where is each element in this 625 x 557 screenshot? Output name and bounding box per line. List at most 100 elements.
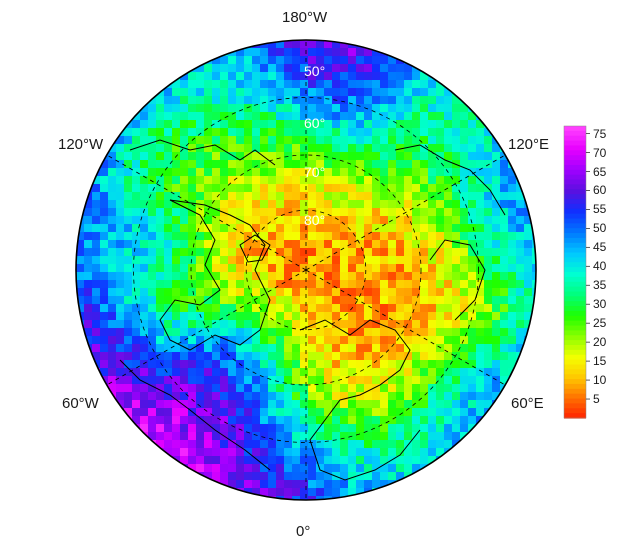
field-cell [444,256,453,265]
field-cell [452,168,461,177]
field-cell [236,384,245,393]
field-cell [252,72,261,81]
field-cell [124,152,133,161]
field-cell [316,368,325,377]
field-cell [308,376,317,385]
field-cell [124,312,133,321]
field-cell [324,384,333,393]
field-cell [132,208,141,217]
field-cell [308,240,317,249]
field-cell [124,112,133,121]
field-cell [324,320,333,329]
field-cell [380,120,389,129]
field-cell [308,328,317,337]
field-cell [316,104,325,113]
field-cell [252,416,261,425]
field-cell [484,248,493,257]
field-cell [428,320,437,329]
field-cell [428,128,437,137]
field-cell [476,344,485,353]
field-cell [260,184,269,193]
field-cell [444,104,453,113]
field-cell [220,120,229,129]
field-cell [436,176,445,185]
field-cell [316,256,325,265]
field-cell [284,240,293,249]
field-cell [260,280,269,289]
field-cell [316,160,325,169]
field-cell [356,216,365,225]
field-cell [468,248,477,257]
field-cell [308,248,317,257]
field-cell [228,304,237,313]
field-cell [348,144,357,153]
field-cell [228,384,237,393]
field-cell [324,160,333,169]
field-cell [484,328,493,337]
field-cell [116,344,125,353]
field-cell [132,288,141,297]
field-cell [492,344,501,353]
field-cell [404,240,413,249]
field-cell [308,440,317,449]
field-cell [132,256,141,265]
field-cell [132,392,141,401]
field-cell [332,480,341,489]
field-cell [372,120,381,129]
field-cell [492,384,501,393]
field-cell [148,160,157,169]
field-cell [132,432,141,441]
field-cell [316,336,325,345]
field-cell [164,128,173,137]
field-cell [308,344,317,353]
field-cell [396,176,405,185]
field-cell [380,264,389,273]
field-cell [212,256,221,265]
field-cell [356,56,365,65]
field-cell [252,464,261,473]
field-cell [172,336,181,345]
field-cell [276,256,285,265]
field-cell [260,104,269,113]
field-cell [180,224,189,233]
field-cell [412,448,421,457]
field-cell [436,272,445,281]
field-cell [196,80,205,89]
field-cell [404,288,413,297]
field-cell [356,464,365,473]
field-cell [140,352,149,361]
field-cell [452,184,461,193]
colorbar-tick-label: 45 [593,240,607,255]
field-cell [324,184,333,193]
field-cell [220,368,229,377]
field-cell [156,80,165,89]
field-cell [388,400,397,409]
field-cell [164,152,173,161]
field-cell [412,376,421,385]
field-cell [516,328,525,337]
field-cell [132,368,141,377]
field-cell [292,360,301,369]
field-cell [268,192,277,201]
field-cell [348,48,357,57]
colorbar-segment [564,252,586,258]
field-cell [404,144,413,153]
field-cell [156,392,165,401]
field-cell [196,320,205,329]
field-cell [124,256,133,265]
field-cell [108,224,117,233]
field-cell [332,296,341,305]
field-cell [236,248,245,257]
field-cell [252,280,261,289]
field-cell [428,112,437,121]
field-cell [316,432,325,441]
field-cell [84,280,93,289]
field-cell [268,400,277,409]
field-cell [236,192,245,201]
field-cell [420,184,429,193]
field-cell [452,232,461,241]
field-cell [452,272,461,281]
field-cell [180,416,189,425]
field-cell [188,320,197,329]
field-cell [196,160,205,169]
